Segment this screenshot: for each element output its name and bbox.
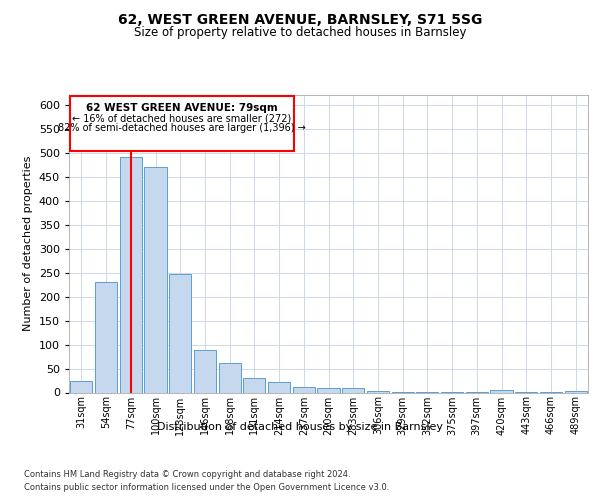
Text: 82% of semi-detached houses are larger (1,396) →: 82% of semi-detached houses are larger (…	[58, 123, 306, 133]
Bar	[70, 380, 92, 392]
Bar	[145, 167, 167, 392]
Bar	[95, 282, 117, 393]
Text: Contains public sector information licensed under the Open Government Licence v3: Contains public sector information licen…	[24, 482, 389, 492]
Bar	[565, 390, 587, 392]
Bar	[119, 158, 142, 392]
Text: 62, WEST GREEN AVENUE, BARNSLEY, S71 5SG: 62, WEST GREEN AVENUE, BARNSLEY, S71 5SG	[118, 12, 482, 26]
Text: Contains HM Land Registry data © Crown copyright and database right 2024.: Contains HM Land Registry data © Crown c…	[24, 470, 350, 479]
Text: Distribution of detached houses by size in Barnsley: Distribution of detached houses by size …	[157, 422, 443, 432]
Bar	[70, 96, 294, 151]
Text: 62 WEST GREEN AVENUE: 79sqm: 62 WEST GREEN AVENUE: 79sqm	[86, 102, 278, 113]
Bar	[342, 388, 364, 392]
Y-axis label: Number of detached properties: Number of detached properties	[23, 156, 33, 332]
Bar	[293, 386, 315, 392]
Bar	[243, 378, 265, 392]
Bar	[317, 388, 340, 392]
Bar	[169, 274, 191, 392]
Bar	[367, 390, 389, 392]
Bar	[218, 363, 241, 392]
Bar	[268, 382, 290, 392]
Bar	[194, 350, 216, 393]
Text: ← 16% of detached houses are smaller (272): ← 16% of detached houses are smaller (27…	[73, 113, 292, 123]
Bar	[490, 390, 512, 392]
Text: Size of property relative to detached houses in Barnsley: Size of property relative to detached ho…	[134, 26, 466, 39]
